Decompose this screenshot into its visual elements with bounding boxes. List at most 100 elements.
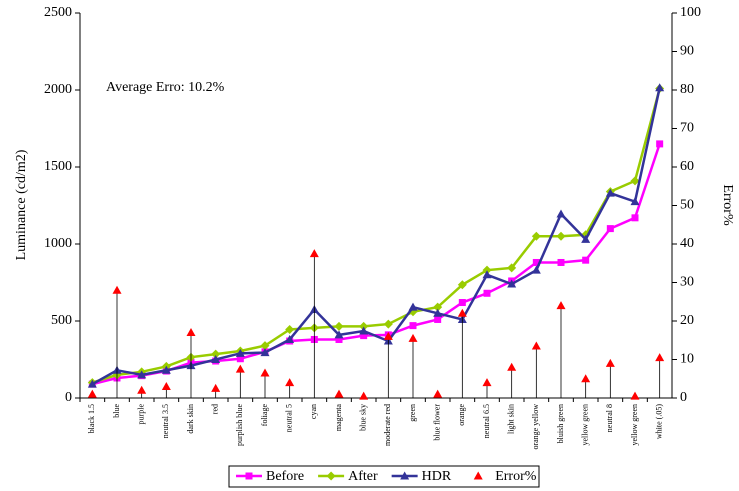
marker bbox=[656, 140, 664, 148]
x-tick-label: bluish green bbox=[556, 404, 565, 443]
marker bbox=[211, 349, 221, 359]
marker bbox=[482, 378, 492, 387]
marker bbox=[606, 225, 614, 233]
marker bbox=[507, 263, 517, 273]
marker bbox=[655, 353, 665, 362]
marker bbox=[581, 234, 591, 243]
x-tick-label: purplish blue bbox=[235, 404, 244, 446]
marker bbox=[87, 389, 97, 398]
marker bbox=[359, 391, 369, 400]
x-tick-label: orange bbox=[457, 404, 466, 426]
marker bbox=[285, 378, 295, 387]
marker bbox=[630, 197, 640, 206]
marker bbox=[433, 308, 443, 317]
marker bbox=[556, 231, 566, 241]
marker bbox=[112, 285, 122, 294]
marker bbox=[433, 389, 443, 398]
marker bbox=[557, 258, 565, 266]
marker bbox=[383, 319, 393, 329]
x-tick-label: foliage bbox=[260, 404, 269, 427]
x-tick-label: yellow green bbox=[630, 404, 639, 446]
marker bbox=[556, 301, 566, 310]
marker bbox=[433, 302, 443, 312]
series-line bbox=[91, 88, 661, 384]
marker bbox=[360, 332, 368, 340]
x-tick-label: light skin bbox=[506, 404, 515, 434]
marker bbox=[285, 334, 295, 343]
x-tick-label: neutral 5 bbox=[284, 404, 293, 432]
marker bbox=[605, 188, 615, 197]
marker bbox=[245, 472, 253, 480]
x-tick-label: moderate red bbox=[383, 404, 392, 446]
marker bbox=[532, 258, 540, 266]
marker bbox=[655, 83, 665, 92]
series-line bbox=[92, 143, 661, 386]
marker bbox=[409, 322, 417, 330]
marker bbox=[335, 335, 343, 343]
y-tick-label: 1500 bbox=[44, 159, 72, 174]
y2-tick-label: 10 bbox=[680, 352, 694, 367]
marker bbox=[383, 331, 393, 340]
x-tick-label: orange yellow bbox=[531, 404, 540, 450]
marker bbox=[631, 214, 639, 222]
y2-axis-label: Error% bbox=[720, 184, 735, 226]
marker bbox=[482, 270, 492, 279]
marker bbox=[260, 368, 270, 377]
marker bbox=[582, 256, 590, 264]
marker bbox=[161, 381, 171, 390]
y2-tick-label: 100 bbox=[680, 5, 701, 20]
marker bbox=[531, 265, 541, 274]
marker bbox=[186, 328, 196, 337]
x-tick-label: white (.05) bbox=[654, 404, 663, 439]
legend-label: HDR bbox=[422, 469, 452, 484]
x-tick-label: red bbox=[210, 404, 219, 414]
x-tick-label: blue bbox=[112, 404, 121, 418]
x-tick-label: cyan bbox=[309, 404, 318, 419]
legend-label: Before bbox=[266, 469, 304, 484]
y-axis-label: Luminance (cd/m2) bbox=[14, 149, 29, 260]
marker bbox=[309, 249, 319, 258]
marker bbox=[457, 308, 467, 317]
marker bbox=[483, 289, 491, 297]
marker bbox=[285, 324, 295, 334]
marker bbox=[400, 471, 410, 480]
x-tick-label: neutral 6.5 bbox=[482, 404, 491, 438]
y-tick-label: 0 bbox=[65, 390, 72, 405]
x-tick-label: black 1.5 bbox=[87, 404, 96, 433]
y-tick-label: 1000 bbox=[44, 236, 72, 251]
marker bbox=[556, 209, 566, 218]
marker bbox=[334, 389, 344, 398]
x-tick-label: neutral 8 bbox=[605, 404, 614, 432]
marker bbox=[457, 280, 467, 290]
y-tick-label: 2500 bbox=[44, 5, 72, 20]
marker bbox=[605, 358, 615, 367]
legend-box bbox=[228, 465, 540, 488]
y2-tick-label: 60 bbox=[680, 159, 694, 174]
marker bbox=[531, 231, 541, 241]
marker bbox=[482, 265, 492, 275]
y2-tick-label: 50 bbox=[680, 198, 694, 213]
marker bbox=[326, 471, 336, 481]
marker bbox=[531, 341, 541, 350]
marker bbox=[161, 365, 171, 374]
marker bbox=[359, 326, 369, 335]
marker bbox=[359, 321, 369, 331]
marker bbox=[507, 362, 517, 371]
legend-label: Error% bbox=[495, 469, 537, 484]
y2-tick-label: 30 bbox=[680, 275, 694, 290]
y-tick-label: 2000 bbox=[44, 82, 72, 97]
x-tick-label: green bbox=[408, 404, 417, 422]
marker bbox=[235, 348, 245, 357]
marker bbox=[630, 391, 640, 400]
marker bbox=[458, 299, 466, 307]
y2-tick-label: 0 bbox=[680, 390, 687, 405]
annotation: Average Erro: 10.2% bbox=[106, 80, 225, 95]
marker bbox=[507, 279, 517, 288]
marker bbox=[211, 383, 221, 392]
x-tick-label: dark skin bbox=[186, 404, 195, 434]
marker bbox=[137, 385, 147, 394]
marker bbox=[473, 471, 483, 480]
x-tick-label: neutral 3.5 bbox=[161, 404, 170, 438]
y-tick-label: 500 bbox=[51, 313, 72, 328]
